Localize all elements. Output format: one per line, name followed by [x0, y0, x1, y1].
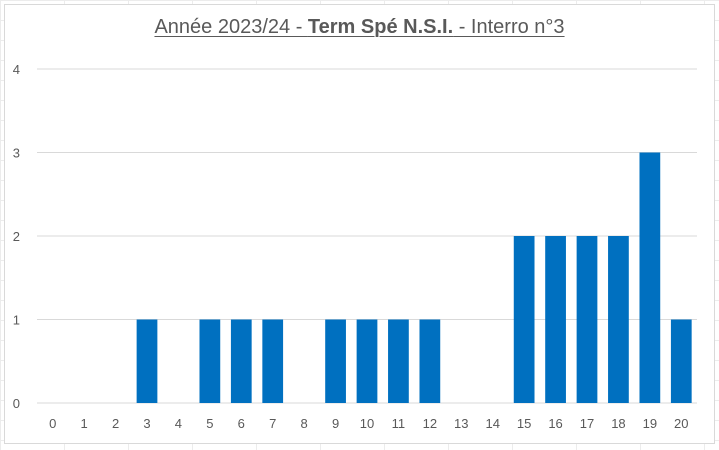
x-tick-label: 19: [643, 416, 657, 431]
x-tick-label: 8: [301, 416, 308, 431]
chart-title: Année 2023/24 - Term Spé N.S.I. - Interr…: [0, 16, 719, 39]
x-tick-label: 16: [548, 416, 562, 431]
x-tick-label: 18: [611, 416, 625, 431]
bar-17[interactable]: [576, 236, 598, 403]
bar-6[interactable]: [230, 319, 252, 404]
chart-title-part-3: - Interro n°3: [453, 16, 565, 38]
x-tick-label: 7: [269, 416, 276, 431]
x-tick-label: 11: [392, 416, 406, 431]
chart-title-part-1: Année 2023/24 -: [154, 16, 308, 38]
y-tick-label: 4: [13, 62, 20, 77]
x-tick-label: 6: [238, 416, 245, 431]
bar-3[interactable]: [136, 319, 158, 404]
bars: [136, 152, 692, 404]
x-axis-tick-labels: 0 1 2 3 4 5 6 7 8 9 10 11 12 13 14 15 16 17 18 19 20: [49, 416, 688, 431]
bar-16[interactable]: [545, 236, 566, 403]
bar-19[interactable]: [639, 152, 661, 404]
bar-15[interactable]: [513, 236, 535, 403]
bar-5[interactable]: [199, 319, 221, 404]
bar-11[interactable]: [388, 319, 409, 404]
x-tick-label: 1: [81, 416, 88, 431]
y-tick-label: 2: [13, 229, 20, 244]
x-tick-label: 17: [580, 416, 594, 431]
bar-12[interactable]: [419, 319, 441, 404]
x-tick-label: 4: [175, 416, 182, 431]
bar-20[interactable]: [670, 319, 692, 404]
y-tick-label: 0: [13, 396, 20, 411]
x-tick-label: 20: [674, 416, 688, 431]
bar-10[interactable]: [356, 319, 378, 404]
y-tick-label: 3: [13, 146, 20, 161]
bar-9[interactable]: [325, 319, 346, 404]
x-tick-label: 3: [143, 416, 150, 431]
bar-18[interactable]: [608, 236, 629, 403]
y-axis-tick-labels: 0 1 2 3 4: [13, 62, 20, 411]
x-tick-label: 10: [360, 416, 374, 431]
bar-7[interactable]: [262, 319, 284, 404]
x-tick-label: 15: [517, 416, 531, 431]
x-tick-label: 13: [454, 416, 468, 431]
x-tick-label: 2: [112, 416, 119, 431]
x-tick-label: 14: [485, 416, 499, 431]
y-tick-label: 1: [13, 313, 20, 328]
x-tick-label: 9: [332, 416, 339, 431]
chart-title-part-2: Term Spé N.S.I.: [307, 16, 454, 38]
x-tick-label: 5: [206, 416, 213, 431]
x-tick-label: 12: [423, 416, 437, 431]
x-tick-label: 0: [49, 416, 56, 431]
